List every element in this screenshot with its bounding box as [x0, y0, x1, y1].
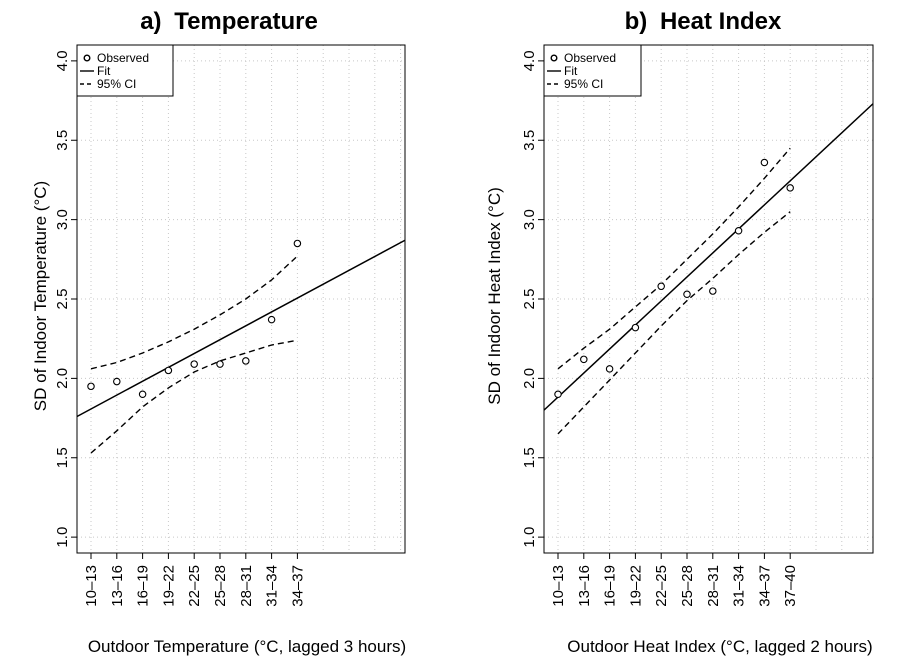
y-tick-label: 1.5	[54, 447, 71, 468]
ci-lines	[557, 147, 791, 435]
legend: Observed Fit 95% CI	[543, 44, 642, 97]
x-axis-label: Outdoor Temperature (°C, lagged 3 hours)	[88, 637, 406, 656]
observed-point	[554, 390, 562, 398]
x-tick-label: 13–16	[576, 565, 593, 607]
observed-point	[760, 158, 769, 167]
x-ticks: 10–13 13–16 16–19 19–22 22–25 25–28 28–31 31–34…	[83, 553, 306, 607]
x-tick-label: 28–31	[238, 565, 255, 607]
observed-point	[164, 366, 173, 375]
y-tick-label: 1.0	[54, 527, 71, 548]
plot-frame	[543, 44, 874, 554]
y-tick-label: 1.0	[521, 527, 538, 548]
observed-point	[734, 226, 743, 235]
y-tick-label: 2.5	[521, 289, 538, 310]
panel-heat-index: b) Heat Index SD of Indoor Heat Index (°…	[485, 8, 874, 656]
x-tick-label: 28–31	[705, 565, 722, 607]
legend-observed-marker	[83, 54, 91, 62]
x-tick-label: 34–37	[289, 565, 306, 607]
legend-ci-label: 95% CI	[564, 77, 603, 91]
x-axis-label: Outdoor Heat Index (°C, lagged 2 hours)	[567, 637, 872, 656]
y-tick-label: 2.0	[521, 368, 538, 389]
panel-label: b)	[625, 8, 648, 35]
x-tick-label: 16–19	[602, 565, 619, 607]
y-tick-label: 2.0	[54, 368, 71, 389]
y-tick-label: 3.0	[521, 209, 538, 230]
x-tick-label: 34–37	[756, 565, 773, 607]
observed-points	[87, 239, 302, 398]
legend-fit-label: Fit	[97, 64, 111, 78]
fit-line-group	[76, 239, 406, 418]
y-axis-label: SD of Indoor Temperature (°C)	[31, 181, 50, 411]
ci-lower-line	[90, 339, 298, 454]
y-tick-label: 2.5	[54, 289, 71, 310]
observed-point	[683, 290, 691, 298]
observed-points	[554, 158, 794, 398]
ci-lines	[90, 255, 298, 454]
fit-line	[543, 103, 874, 411]
ci-upper-line	[557, 147, 791, 370]
legend-observed-marker	[550, 54, 558, 62]
observed-point	[631, 323, 640, 332]
x-tick-label: 10–13	[83, 565, 100, 607]
observed-point	[293, 239, 302, 248]
x-tick-label: 31–34	[264, 565, 281, 607]
observed-point	[786, 184, 794, 192]
grid	[544, 45, 873, 553]
x-tick-label: 19–22	[627, 565, 644, 607]
y-ticks: 1.0 1.5 2.0 2.5 3.0 3.5 4.0	[521, 50, 544, 548]
observed-point	[242, 357, 250, 365]
observed-point	[113, 377, 121, 386]
fit-line-group	[543, 103, 874, 411]
grid	[77, 45, 405, 553]
ci-upper-line	[90, 255, 298, 370]
x-tick-label: 16–19	[135, 565, 152, 607]
y-tick-label: 1.5	[521, 447, 538, 468]
observed-point	[267, 315, 276, 324]
ci-lower-line	[557, 211, 791, 435]
observed-point	[605, 365, 614, 373]
observed-point	[87, 382, 95, 391]
legend-fit-label: Fit	[564, 64, 578, 78]
panel-temperature: a) Temperature SD of Indoor Temperature …	[31, 8, 406, 656]
x-tick-label: 22–25	[653, 565, 670, 607]
title-text: Temperature	[174, 8, 318, 35]
y-axis-label: SD of Indoor Heat Index (°C)	[485, 187, 504, 405]
observed-point	[216, 360, 224, 368]
observed-point	[709, 287, 717, 295]
legend-observed-label: Observed	[564, 51, 616, 65]
title-text: Heat Index	[660, 8, 782, 35]
x-tick-label: 10–13	[550, 565, 567, 607]
plot-frame	[76, 44, 406, 554]
legend-ci-label: 95% CI	[97, 77, 136, 91]
x-ticks: 10–13 13–16 16–19 19–22 22–25 25–28 28–31 31–34…	[550, 553, 799, 607]
y-tick-label: 4.0	[521, 50, 538, 71]
legend-observed-label: Observed	[97, 51, 149, 65]
chart-title-heat-index: b) Heat Index	[625, 8, 782, 35]
x-tick-label: 31–34	[731, 565, 748, 607]
y-ticks: 1.0 1.5 2.0 2.5 3.0 3.5 4.0	[54, 50, 77, 548]
panel-label: a)	[140, 8, 161, 35]
y-tick-label: 3.0	[54, 209, 71, 230]
x-tick-label: 19–22	[160, 565, 177, 607]
x-tick-label: 13–16	[109, 565, 126, 607]
observed-point	[580, 355, 588, 364]
observed-point	[190, 360, 198, 368]
fit-line	[76, 239, 406, 418]
legend: Observed Fit 95% CI	[76, 44, 174, 97]
y-tick-label: 4.0	[54, 50, 71, 71]
y-tick-label: 3.5	[54, 130, 71, 151]
y-tick-label: 3.5	[521, 130, 538, 151]
observed-point	[138, 390, 147, 398]
x-tick-label: 25–28	[212, 565, 229, 607]
x-tick-label: 37–40	[782, 565, 799, 607]
x-tick-label: 22–25	[186, 565, 203, 607]
x-tick-label: 25–28	[679, 565, 696, 607]
chart-title-temperature: a) Temperature	[140, 8, 318, 35]
observed-point	[657, 282, 665, 291]
